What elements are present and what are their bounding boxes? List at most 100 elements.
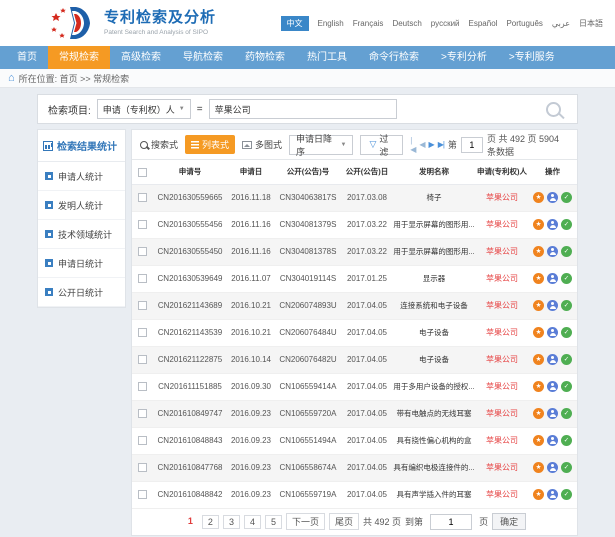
- list-view-button[interactable]: 列表式: [185, 135, 236, 154]
- row-checkbox[interactable]: [137, 247, 147, 257]
- nav-item[interactable]: 导航检索: [183, 52, 223, 63]
- language-item[interactable]: 中文: [280, 15, 309, 31]
- check-icon[interactable]: ✓: [561, 408, 572, 420]
- row-checkbox[interactable]: [137, 328, 147, 338]
- language-item[interactable]: русский: [430, 18, 460, 28]
- nav-item[interactable]: 高级检索: [121, 52, 161, 63]
- favorite-icon[interactable]: ★: [533, 300, 544, 312]
- row-checkbox[interactable]: [137, 409, 147, 419]
- row-checkbox[interactable]: [137, 301, 147, 311]
- nav-item[interactable]: 药物检索: [245, 52, 285, 63]
- sidebar-item[interactable]: 公开日统计: [38, 278, 125, 307]
- check-icon[interactable]: ✓: [561, 246, 572, 258]
- cell-invention-title[interactable]: 电子设备: [392, 346, 476, 374]
- check-icon[interactable]: ✓: [561, 489, 572, 501]
- language-item[interactable]: 日本語: [579, 18, 603, 28]
- next-page-button[interactable]: ▶: [428, 140, 435, 149]
- favorite-icon[interactable]: ★: [533, 354, 544, 366]
- nav-item[interactable]: 常规检索: [48, 46, 110, 69]
- language-item[interactable]: عربي: [551, 18, 570, 28]
- search-expression-button[interactable]: 搜索式: [140, 138, 178, 151]
- person-icon[interactable]: [547, 246, 558, 258]
- person-icon[interactable]: [547, 192, 558, 204]
- check-icon[interactable]: ✓: [561, 300, 572, 312]
- cell-invention-title[interactable]: 用于显示屏幕的图形用...: [392, 211, 476, 239]
- sidebar-item[interactable]: 申请日统计: [38, 249, 125, 278]
- check-icon[interactable]: ✓: [561, 354, 572, 366]
- person-icon[interactable]: [547, 273, 558, 285]
- row-checkbox[interactable]: [137, 355, 147, 365]
- confirm-button[interactable]: 确定: [492, 513, 527, 530]
- row-checkbox[interactable]: [137, 220, 147, 230]
- favorite-icon[interactable]: ★: [533, 273, 544, 285]
- nav-item[interactable]: >专利分析: [441, 52, 487, 63]
- check-icon[interactable]: ✓: [561, 327, 572, 339]
- favorite-icon[interactable]: ★: [533, 462, 544, 474]
- language-item[interactable]: Português: [506, 18, 543, 28]
- row-checkbox[interactable]: [137, 193, 147, 203]
- check-icon[interactable]: ✓: [561, 192, 572, 204]
- person-icon[interactable]: [547, 327, 558, 339]
- filter-button[interactable]: ▽ 过滤: [360, 134, 404, 157]
- person-icon[interactable]: [547, 435, 558, 447]
- person-icon[interactable]: [547, 300, 558, 312]
- cell-invention-title[interactable]: 带有电触点的无线耳塞: [392, 400, 476, 428]
- row-checkbox[interactable]: [137, 490, 147, 500]
- cell-invention-title[interactable]: 连接系统和电子设备: [392, 292, 476, 320]
- sort-select[interactable]: 申请日降序 ▼: [289, 134, 354, 157]
- nav-item[interactable]: 首页: [17, 52, 37, 63]
- person-icon[interactable]: [547, 219, 558, 231]
- row-checkbox[interactable]: [137, 382, 147, 392]
- cell-invention-title[interactable]: 椅子: [392, 184, 476, 212]
- check-icon[interactable]: ✓: [561, 219, 572, 231]
- language-item[interactable]: Français: [352, 18, 384, 28]
- favorite-icon[interactable]: ★: [533, 192, 544, 204]
- cell-invention-title[interactable]: 具有声学插入件的耳塞: [392, 481, 476, 509]
- check-icon[interactable]: ✓: [561, 462, 572, 474]
- cell-invention-title[interactable]: 具有编织电极连接件的...: [392, 454, 476, 482]
- person-icon[interactable]: [547, 489, 558, 501]
- person-icon[interactable]: [547, 408, 558, 420]
- sidebar-item[interactable]: 申请人统计: [38, 162, 125, 191]
- select-all-checkbox[interactable]: [137, 167, 147, 177]
- last-page-button[interactable]: ▶|: [437, 140, 445, 149]
- page-number-button[interactable]: 1: [187, 515, 193, 526]
- nav-item[interactable]: >专利服务: [508, 52, 555, 63]
- favorite-icon[interactable]: ★: [533, 327, 544, 339]
- check-icon[interactable]: ✓: [561, 381, 572, 393]
- row-checkbox[interactable]: [137, 463, 147, 473]
- favorite-icon[interactable]: ★: [533, 435, 544, 447]
- search-field-select[interactable]: 申请（专利权）人 ▼: [96, 99, 191, 119]
- favorite-icon[interactable]: ★: [533, 489, 544, 501]
- page-number-button[interactable]: 5: [264, 514, 282, 529]
- goto-page-input[interactable]: [430, 513, 473, 530]
- row-checkbox[interactable]: [137, 274, 147, 284]
- check-icon[interactable]: ✓: [561, 435, 572, 447]
- sidebar-item[interactable]: 发明人统计: [38, 191, 125, 220]
- first-page-button[interactable]: |◀: [410, 135, 416, 154]
- language-item[interactable]: Deutsch: [392, 18, 422, 28]
- favorite-icon[interactable]: ★: [533, 246, 544, 258]
- search-icon[interactable]: [546, 101, 561, 117]
- favorite-icon[interactable]: ★: [533, 381, 544, 393]
- search-input[interactable]: [208, 99, 397, 119]
- language-item[interactable]: English: [317, 18, 344, 28]
- favorite-icon[interactable]: ★: [533, 219, 544, 231]
- page-number-button[interactable]: 4: [243, 514, 261, 529]
- gallery-view-button[interactable]: 多图式: [242, 138, 282, 151]
- cell-invention-title[interactable]: 用于多用户设备的授权...: [392, 373, 476, 401]
- person-icon[interactable]: [547, 462, 558, 474]
- nav-item[interactable]: 命令行检索: [369, 52, 419, 63]
- cell-invention-title[interactable]: 电子设备: [392, 319, 476, 347]
- nav-item[interactable]: 热门工具: [307, 52, 347, 63]
- page-number-button[interactable]: 2: [201, 514, 219, 529]
- page-number-input[interactable]: [460, 136, 483, 153]
- cell-invention-title[interactable]: 用于显示屏幕的图形用...: [392, 238, 476, 266]
- cell-invention-title[interactable]: 显示器: [392, 265, 476, 293]
- language-item[interactable]: Español: [468, 18, 498, 28]
- next-page-button[interactable]: 下一页: [285, 513, 325, 530]
- prev-page-button[interactable]: ◀: [419, 140, 425, 149]
- last-page-button[interactable]: 尾页: [329, 513, 360, 530]
- favorite-icon[interactable]: ★: [533, 408, 544, 420]
- row-checkbox[interactable]: [137, 436, 147, 446]
